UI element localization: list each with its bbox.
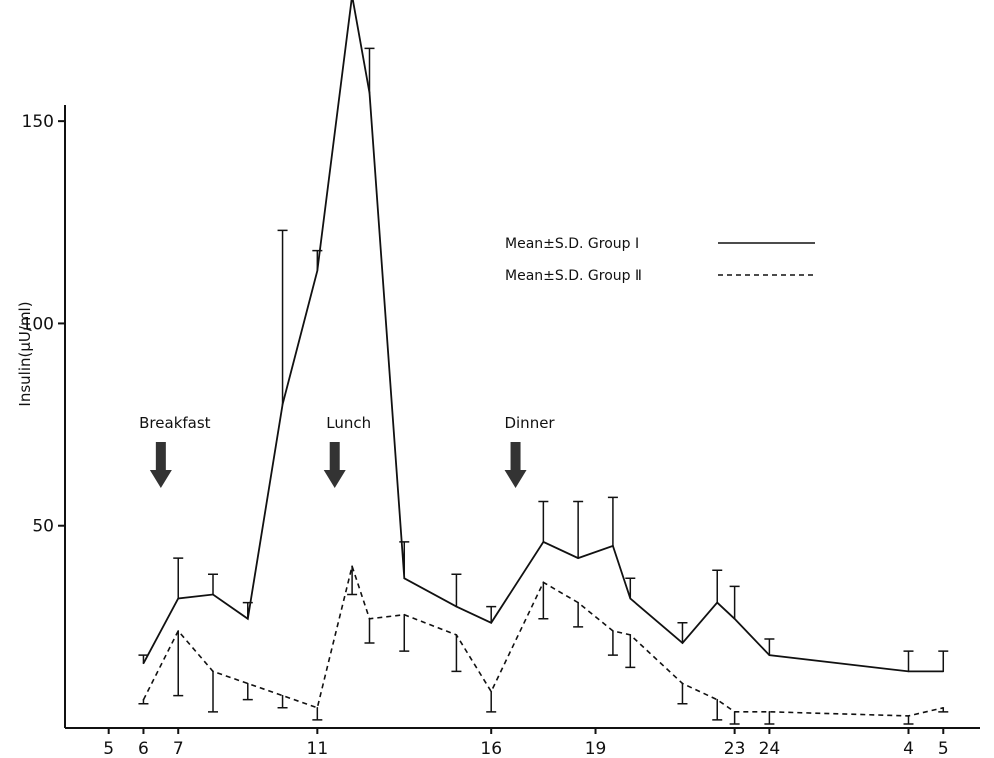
meal-label: Breakfast (139, 414, 211, 432)
legend: Mean±S.D. Group Ⅰ Mean±S.D. Group Ⅱ (505, 236, 815, 284)
group-1-error-bar (677, 622, 688, 644)
group-1-error-bar (399, 541, 410, 579)
group-2-error-bar (138, 699, 149, 705)
group-1-error-bar (764, 638, 775, 656)
group-2-error-bar (364, 618, 375, 644)
group-1-error-bar (242, 601, 253, 619)
group-1-error-bar (903, 650, 914, 672)
group-2-error-bar (607, 630, 618, 656)
group-1-error-bar (573, 500, 584, 559)
meal-label: Lunch (326, 414, 371, 432)
group-1-error-bar (712, 569, 723, 603)
group-1-error-bar (729, 585, 740, 619)
group-2-error-bar (277, 695, 288, 709)
group-2-error-bar (764, 711, 775, 725)
group-2-error-bar (173, 630, 184, 697)
group-1-error-bar (138, 654, 149, 664)
group-2-error-bar (677, 683, 688, 705)
legend-label: Mean±S.D. Group Ⅱ (505, 268, 642, 284)
group-2-error-bar (538, 582, 549, 620)
y-tick-label: 50 (32, 517, 54, 537)
group-2-error-bar (486, 691, 497, 713)
y-axis-title: Insulin(μU/ml) (16, 301, 34, 406)
group-1-error-bar (451, 573, 462, 607)
group-1-error-bar (607, 496, 618, 546)
x-tick-label: 4 (903, 739, 914, 758)
group-2-error-bar (729, 711, 740, 725)
group-1-error-bar (208, 573, 219, 595)
series-group-1-line (142, 0, 944, 673)
group-1-error-bar (364, 47, 375, 93)
group-1-error-bar (277, 229, 288, 405)
group-2-error-bar (903, 715, 914, 725)
series-group-2-line (142, 563, 944, 717)
group-2-error-bar (451, 634, 462, 673)
group-1-error-bar (486, 605, 497, 623)
group-2-error-bar (712, 699, 723, 721)
x-tick-label: 6 (138, 739, 149, 758)
meal-annotations: Breakfast Lunch Dinner (139, 414, 555, 488)
group-1-error-bar (625, 577, 636, 599)
y-tick-label: 100 (22, 314, 54, 334)
x-tick-label: 19 (585, 739, 607, 758)
x-tick-label: 7 (173, 739, 184, 758)
group-1-error-bar (173, 557, 184, 599)
meal-arrow-icon (504, 442, 527, 488)
axes: 50 100 150 5 6 7 11 16 19 23 24 4 5 Insulin(μU/ml) (16, 105, 980, 758)
meal-arrow-icon (323, 442, 346, 488)
x-tick-label: 16 (480, 739, 502, 758)
group-1-error-bar (312, 249, 323, 271)
series-group (138, 0, 949, 725)
meal-label: Dinner (504, 414, 555, 432)
group-1-error-bar (538, 500, 549, 542)
group-2-error-bar (573, 602, 584, 628)
group-2-error-bar (242, 683, 253, 701)
x-tick-label: 23 (724, 739, 746, 758)
group-2-error-bar (208, 671, 219, 713)
x-tick-label: 11 (307, 739, 329, 758)
group-2-error-bar (938, 707, 949, 713)
group-1-error-bar (938, 650, 949, 672)
group-2-error-bar (347, 566, 358, 596)
x-tick-label: 5 (103, 739, 114, 758)
group-2-error-bar (625, 634, 636, 669)
group-2-error-bar (312, 707, 323, 721)
y-tick-label: 150 (22, 112, 54, 132)
group-2-error-bar (399, 614, 410, 652)
x-tick-label: 5 (938, 739, 949, 758)
meal-arrow-icon (149, 442, 172, 488)
x-tick-label: 24 (759, 739, 781, 758)
legend-label: Mean±S.D. Group Ⅰ (505, 236, 639, 252)
